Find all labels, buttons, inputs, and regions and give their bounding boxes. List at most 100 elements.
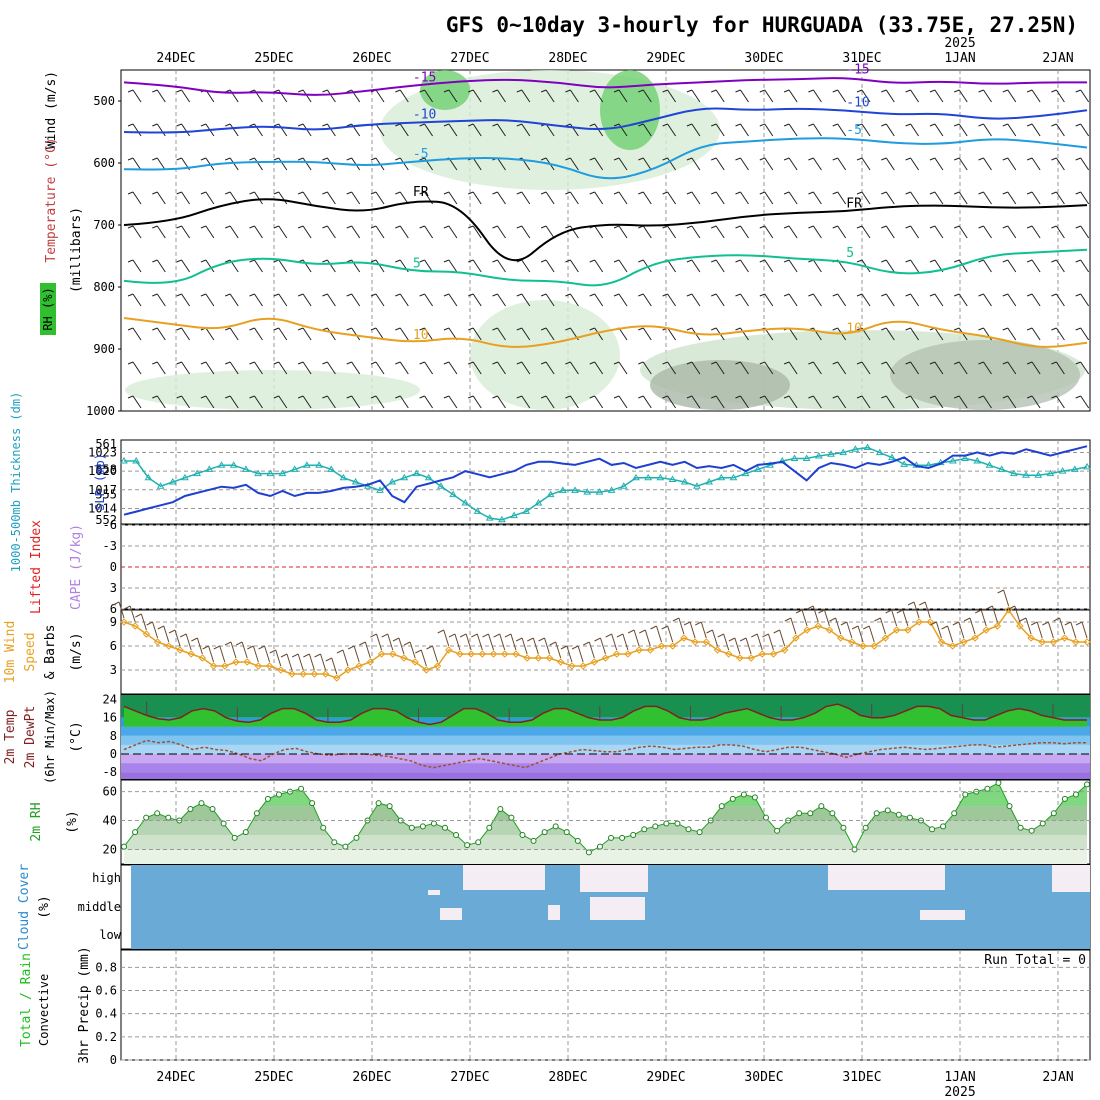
wind-barb: [686, 259, 701, 273]
slp-tick: 1014: [88, 501, 117, 515]
wind-barb: [783, 225, 798, 239]
temperature-band: [121, 744, 1090, 755]
thickness-point: [680, 478, 689, 485]
wind-barb: [1026, 157, 1041, 171]
li-tick: 6: [110, 602, 117, 616]
wind-barb: [297, 89, 312, 103]
wind-barb: [273, 225, 288, 239]
isotherm--5: [123, 137, 1088, 180]
wind-barb: [273, 395, 288, 409]
wind-barb: [783, 395, 798, 409]
wind-speed-point: [501, 650, 509, 658]
wind-speed-point: [870, 642, 878, 650]
wind-barb: [1026, 89, 1041, 103]
wind-barb: [395, 361, 409, 375]
wind-barb: [1051, 89, 1065, 103]
wind-barb: [225, 225, 239, 239]
wind-barb: [638, 361, 652, 375]
wind-barb: [613, 157, 628, 171]
wind-speed-point: [724, 650, 733, 658]
wind-barb: [249, 191, 263, 205]
wind-barb: [905, 259, 920, 273]
rh-point: [552, 823, 559, 830]
wind-barb: [127, 395, 142, 409]
rh-point: [674, 820, 681, 827]
rh-point: [353, 834, 360, 841]
wind-barb: [176, 225, 191, 239]
rh-point: [386, 803, 393, 810]
wind-barb: [783, 89, 798, 103]
rh-point: [585, 849, 592, 856]
wind-barb: [856, 191, 871, 205]
wind-barb: [176, 89, 191, 103]
wind-barb: [565, 225, 579, 239]
wind-barb: [540, 293, 555, 307]
wind-barb: [516, 361, 531, 375]
rh-point: [1006, 803, 1013, 810]
wind-barb: [200, 327, 215, 341]
wind-barb: [127, 89, 142, 103]
wind-barb: [589, 293, 604, 307]
wind-barb: [808, 89, 822, 103]
wind-barb-10m: [717, 633, 730, 651]
panel-frame: [120, 609, 1091, 695]
wind-barb-10m: [762, 633, 774, 651]
wind-barb: [152, 225, 166, 239]
wind-barb-10m: [336, 649, 349, 667]
isotherm-5: [123, 248, 1088, 287]
isotherm-label: -15: [413, 71, 436, 86]
wind-barb-10m: [471, 633, 483, 651]
wind-speed-point: [310, 670, 319, 678]
rh-point: [729, 795, 736, 802]
thickness-point: [546, 490, 555, 498]
rh-point: [740, 791, 747, 798]
wind-barb-10m: [807, 605, 819, 623]
wind-barb: [1026, 395, 1041, 409]
temp-unit-label: (°C): [69, 721, 84, 752]
precip-axis-label: 3hr Precip (mm): [77, 946, 92, 1063]
thickness-point: [351, 478, 360, 485]
wind-barb-10m: [1075, 621, 1088, 639]
rh-point: [464, 842, 471, 849]
wind-barb: [516, 225, 531, 239]
wind-speed-point: [579, 662, 587, 670]
wind-barb: [152, 327, 166, 341]
wind-barb: [783, 157, 798, 171]
thickness-point: [339, 473, 348, 481]
wind-speed-point: [557, 658, 565, 666]
temperature-line: [123, 703, 1087, 726]
wind-speed-point: [926, 618, 934, 626]
rh-point: [796, 810, 803, 817]
wind-barb: [954, 123, 968, 137]
wind-barb: [1002, 191, 1017, 205]
wind-speed-point: [377, 650, 386, 658]
wind-barb: [905, 327, 920, 341]
wind-speed-point: [467, 650, 475, 658]
wind-barb-10m: [941, 625, 954, 643]
wind-speed-point: [691, 638, 699, 646]
wind-barb: [370, 89, 385, 103]
wind-barb: [1002, 123, 1017, 137]
rh-point: [929, 826, 936, 833]
wind-barb: [954, 293, 968, 307]
rh-point: [530, 837, 537, 844]
wind-barb: [419, 361, 434, 375]
wind-barb-10m: [459, 633, 472, 651]
date-label-bottom: 24DEC: [156, 1070, 195, 1085]
wind-barb: [468, 123, 482, 137]
thickness-point: [181, 473, 189, 481]
thickness-point: [814, 451, 823, 459]
wind-barb: [540, 361, 555, 375]
wind-barb: [127, 293, 142, 307]
thickness-point: [437, 482, 445, 489]
wind-barb: [225, 361, 239, 375]
wind-barb: [929, 395, 944, 409]
wind-speed-point: [601, 654, 610, 662]
wind-barb-10m: [952, 621, 965, 639]
wind-barb: [978, 191, 992, 205]
wind-barb: [492, 327, 506, 341]
rh-point: [940, 823, 947, 830]
thickness-point: [1046, 469, 1055, 477]
wind-barb: [589, 395, 604, 409]
wind-barb-10m: [840, 621, 853, 639]
